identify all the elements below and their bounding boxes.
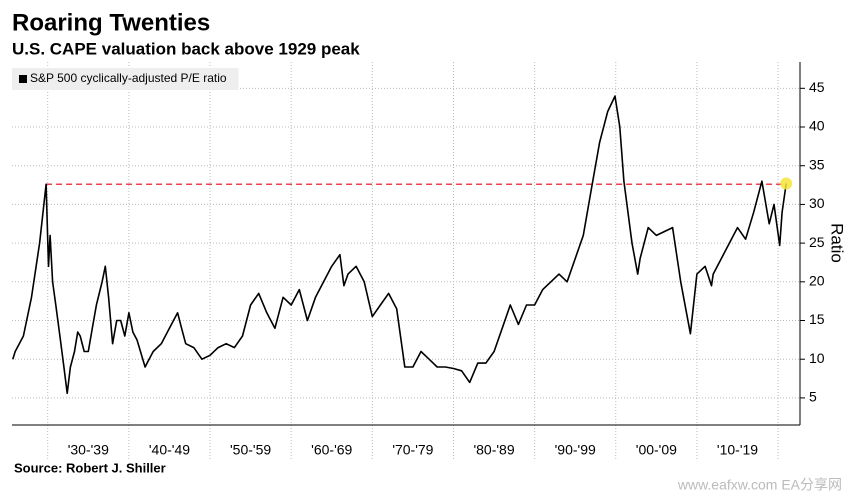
- y-tick-label: 15: [809, 311, 825, 327]
- y-tick-label: 20: [809, 273, 825, 289]
- x-tick-label: '70-'79: [392, 442, 433, 458]
- y-tick-label: 30: [809, 195, 825, 211]
- chart-subtitle: U.S. CAPE valuation back above 1929 peak: [12, 39, 360, 58]
- legend-swatch: [19, 75, 27, 83]
- x-tick-label: '50-'59: [230, 442, 271, 458]
- x-tick-label: '40-'49: [149, 442, 190, 458]
- source: Source: Robert J. Shiller: [14, 460, 166, 475]
- x-tick-label: '60-'69: [311, 442, 352, 458]
- y-tick-label: 5: [809, 389, 817, 405]
- y-tick-label: 25: [809, 234, 825, 250]
- watermark: www.eafxw.com EA分享网: [677, 477, 842, 493]
- y-tick-label: 40: [809, 118, 825, 134]
- x-tick-label: '00-'09: [636, 442, 677, 458]
- y-axis-label: Ratio: [828, 223, 847, 263]
- highlight-point: [780, 177, 793, 190]
- x-tick-label: '80-'89: [473, 442, 514, 458]
- legend-label: S&P 500 cyclically-adjusted P/E ratio: [30, 71, 227, 85]
- x-tick-label: '90-'99: [555, 442, 596, 458]
- line-series: [12, 95, 787, 395]
- chart-title: Roaring Twenties: [12, 9, 210, 36]
- legend-box: [12, 68, 239, 90]
- y-tick-label: 45: [809, 79, 825, 95]
- legend: S&P 500 cyclically-adjusted P/E ratio: [12, 68, 239, 90]
- y-tick-label: 35: [809, 156, 825, 172]
- y-tick-label: 10: [809, 350, 825, 366]
- x-tick-label: '30-'39: [68, 442, 109, 458]
- x-tick-label: '10-'19: [717, 442, 758, 458]
